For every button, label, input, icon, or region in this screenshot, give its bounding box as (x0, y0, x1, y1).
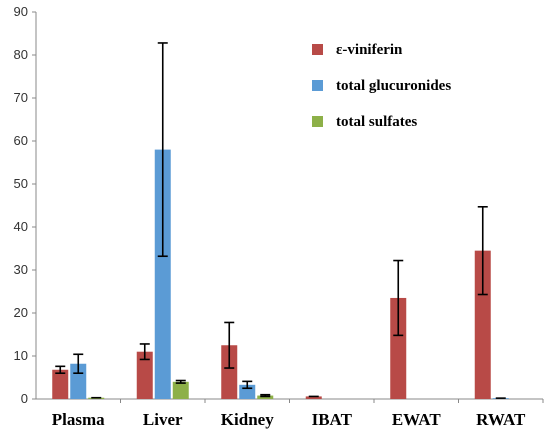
bar (172, 381, 189, 399)
bar (390, 297, 407, 399)
bar (221, 345, 238, 399)
bar (154, 149, 171, 399)
y-tick-label: 20 (14, 305, 28, 320)
x-tick-label: EWAT (392, 410, 441, 429)
axes (32, 11, 544, 403)
y-tick-label: 90 (14, 4, 28, 19)
bar (257, 395, 274, 399)
y-tick-label: 50 (14, 176, 28, 191)
x-tick-label: Liver (143, 410, 183, 429)
bars (52, 42, 509, 399)
legend-label: ε-viniferin (336, 42, 403, 58)
x-tick-label: IBAT (312, 410, 353, 429)
bar (136, 351, 153, 399)
legend-swatch (312, 116, 323, 127)
x-tick-label: Plasma (52, 410, 105, 429)
x-tick-label: Kidney (221, 410, 274, 429)
labels: 0 10 20 30 40 50 60 70 80 90 Plasma Liver Kidney IBAT… (14, 4, 526, 429)
bar (474, 250, 491, 399)
legend: ε-viniferin total glucuronides total sulfa… (312, 42, 451, 130)
bar (305, 396, 322, 399)
legend-label: total sulfates (336, 114, 417, 130)
y-tick-label: 40 (14, 219, 28, 234)
x-tick-label: RWAT (476, 410, 526, 429)
y-tick-label: 0 (21, 391, 28, 406)
y-tick-label: 80 (14, 47, 28, 62)
bar (52, 369, 69, 399)
y-tick-label: 30 (14, 262, 28, 277)
legend-swatch (312, 80, 323, 91)
y-tick-label: 70 (14, 90, 28, 105)
legend-swatch (312, 44, 323, 55)
legend-label: total glucuronides (336, 78, 451, 94)
y-tick-label: 60 (14, 133, 28, 148)
y-tick-label: 10 (14, 348, 28, 363)
